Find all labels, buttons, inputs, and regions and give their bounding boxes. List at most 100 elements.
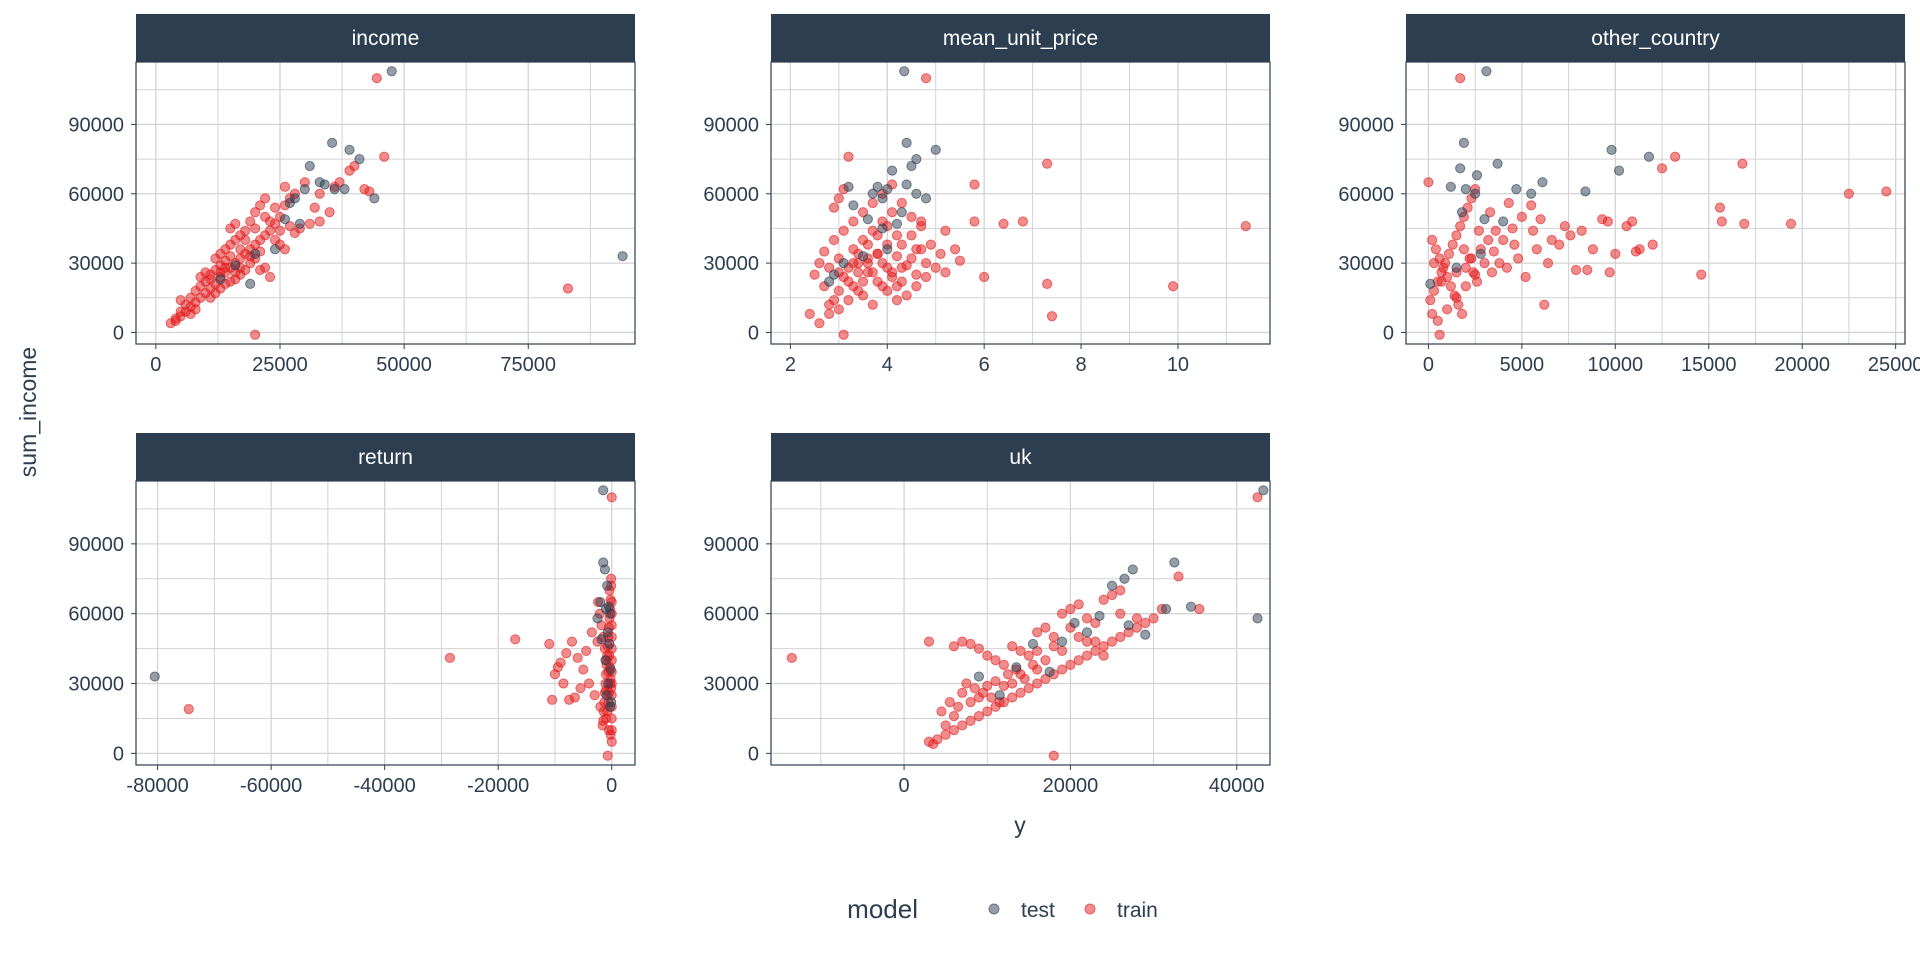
data-point-train <box>969 179 980 190</box>
y-tick-label: 0 <box>113 322 124 344</box>
data-point-train <box>606 492 617 503</box>
data-point-test <box>1456 207 1468 218</box>
data-point-train <box>581 645 592 657</box>
data-point-train <box>965 638 976 650</box>
data-point-test <box>269 244 281 255</box>
data-point-train <box>1610 248 1621 259</box>
data-point-train <box>948 641 960 652</box>
data-point-train <box>1032 664 1043 675</box>
data-point-train <box>259 193 271 204</box>
data-point-test <box>872 181 883 192</box>
data-point-train <box>1007 692 1018 703</box>
data-point-train <box>1443 248 1455 259</box>
data-point-train <box>953 701 964 712</box>
data-point-train <box>901 260 912 271</box>
data-point-test <box>994 690 1005 701</box>
legend-key-test <box>988 903 1000 915</box>
y-tick-label: 30000 <box>68 674 124 696</box>
data-point-train <box>872 248 883 259</box>
data-point-test <box>1455 163 1466 174</box>
data-point-train <box>853 257 864 269</box>
x-tick-label: 40000 <box>1209 775 1265 797</box>
data-point-train <box>1073 655 1084 666</box>
facet-title: return <box>358 446 413 469</box>
facet-strip <box>771 433 1270 481</box>
y-tick-label: 90000 <box>68 534 124 556</box>
data-point-train <box>240 225 251 236</box>
facet-title: mean_unit_price <box>943 27 1098 50</box>
data-point-train <box>1115 585 1126 596</box>
data-point-train <box>973 711 985 722</box>
data-point-test <box>1613 165 1625 176</box>
data-point-train <box>269 202 281 213</box>
data-point-train <box>853 267 864 278</box>
data-point-train <box>205 274 216 285</box>
data-point-test <box>906 160 917 172</box>
data-point-train <box>1427 234 1438 246</box>
data-point-train <box>824 262 835 273</box>
data-point-train <box>911 281 922 292</box>
data-point-train <box>982 680 993 691</box>
data-point-test <box>319 179 330 190</box>
data-point-train <box>998 218 1009 229</box>
data-point-train <box>1565 230 1576 241</box>
data-point-train <box>240 234 251 246</box>
data-point-train <box>1007 678 1018 689</box>
y-tick-label: 60000 <box>703 184 759 206</box>
data-point-train <box>949 244 961 255</box>
data-point-train <box>954 255 966 266</box>
data-point-train <box>185 292 196 303</box>
data-point-train <box>948 711 960 722</box>
data-point-train <box>906 253 917 264</box>
data-point-test <box>354 153 365 165</box>
data-point-test <box>838 257 849 269</box>
data-point-train <box>1090 645 1101 657</box>
data-point-train <box>1739 218 1750 229</box>
data-point-train <box>547 694 558 705</box>
data-point-test <box>1460 184 1471 195</box>
legend-title: model <box>847 894 918 924</box>
data-point-train <box>1576 225 1587 236</box>
data-point-test <box>877 193 888 204</box>
y-tick-label: 30000 <box>68 253 124 275</box>
data-point-test <box>245 278 256 290</box>
data-point-train <box>1048 631 1059 643</box>
data-point-test <box>230 260 241 271</box>
y-tick-label: 60000 <box>703 604 759 626</box>
data-point-train <box>544 638 555 650</box>
data-point-test <box>1458 137 1470 149</box>
data-point-test <box>843 181 854 192</box>
data-point-train <box>230 234 241 246</box>
data-point-train <box>1604 267 1615 278</box>
data-point-test <box>828 269 840 280</box>
x-tick-label: 25000 <box>252 354 308 376</box>
data-point-train <box>1115 608 1126 619</box>
facet-title: other_country <box>1591 27 1720 50</box>
data-point-train <box>833 285 844 296</box>
data-point-test <box>1471 170 1483 181</box>
data-point-train <box>1509 239 1520 250</box>
data-point-train <box>1081 636 1093 647</box>
data-point-train <box>1442 304 1453 315</box>
facet-strip <box>136 14 635 62</box>
data-point-train <box>210 253 221 264</box>
data-point-train <box>1438 262 1449 273</box>
data-point-train <box>1513 253 1524 264</box>
data-point-test <box>599 564 611 575</box>
data-point-train <box>1451 230 1462 241</box>
data-point-train <box>1587 244 1598 255</box>
data-point-test <box>920 193 932 204</box>
data-point-test <box>1044 666 1055 677</box>
data-point-test <box>1081 627 1093 638</box>
data-point-train <box>1535 214 1546 225</box>
data-point-train <box>597 720 608 731</box>
data-point-train <box>877 281 888 292</box>
legend-key-train <box>1084 903 1096 915</box>
data-point-test <box>1479 214 1490 225</box>
facet-title: uk <box>1009 446 1032 469</box>
data-point-train <box>786 652 797 664</box>
data-point-test <box>1011 662 1022 673</box>
data-point-train <box>1621 221 1632 232</box>
data-point-train <box>965 715 976 726</box>
data-point-train <box>986 692 997 703</box>
